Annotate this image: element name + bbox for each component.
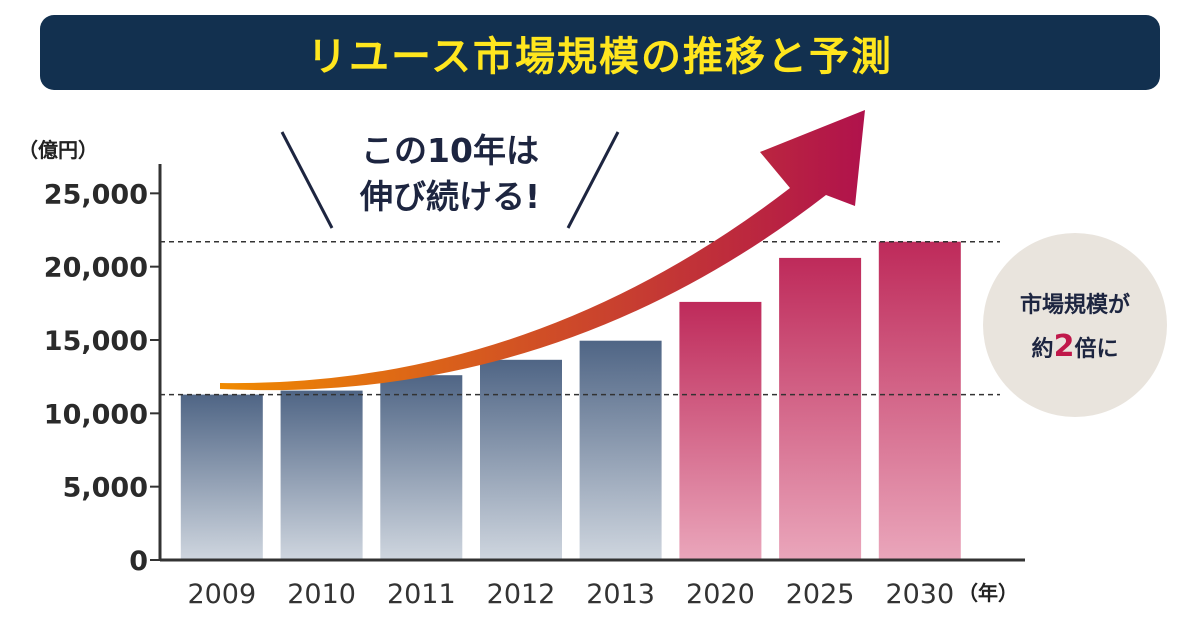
annotation-line-2: 伸び続ける! [359, 177, 540, 216]
x-tick-label: 2011 [387, 579, 456, 610]
bar-2009 [180, 394, 263, 560]
annotation-line-1: この10年は [361, 131, 539, 170]
bar-2010 [280, 390, 363, 560]
x-axis-unit-label: （年） [958, 581, 1018, 605]
chart-title: リユース市場規模の推移と予測 [307, 33, 893, 80]
x-tick-label: 2013 [586, 579, 655, 610]
x-tick-label: 2020 [686, 579, 755, 610]
y-tick-label: 10,000 [44, 399, 148, 430]
x-tick-label: 2012 [487, 579, 556, 610]
emphasis-stroke-left [280, 131, 334, 229]
x-tick-label: 2025 [786, 579, 855, 610]
badge-number: 2 [1054, 329, 1075, 364]
y-tick-label: 20,000 [44, 253, 148, 284]
bar-2020 [679, 301, 762, 560]
bar-2012 [480, 359, 562, 560]
y-axis-unit-label: （億円） [18, 138, 98, 162]
y-tick-label: 0 [129, 546, 148, 577]
badge-prefix: 約 [1032, 336, 1054, 362]
growth-arrow [220, 110, 865, 391]
y-tick-label: 15,000 [44, 326, 148, 357]
y-tick-label: 25,000 [44, 179, 148, 210]
x-tick-label: 2010 [287, 579, 356, 610]
bar-2013 [579, 340, 662, 560]
title-banner: リユース市場規模の推移と予測 [40, 15, 1160, 90]
bar-2030 [878, 241, 961, 560]
badge-circle [983, 233, 1167, 417]
emphasis-stroke-right [566, 131, 620, 229]
badge-line-2: 約2倍に [1032, 329, 1119, 364]
y-tick-label: 5,000 [63, 473, 148, 504]
bar-2011 [380, 375, 463, 560]
badge-suffix: 倍に [1074, 336, 1118, 362]
x-tick-label: 2009 [187, 579, 256, 610]
badge-line-1: 市場規模が [1020, 292, 1130, 318]
x-tick-label: 2030 [885, 579, 954, 610]
bar-2025 [779, 257, 862, 560]
